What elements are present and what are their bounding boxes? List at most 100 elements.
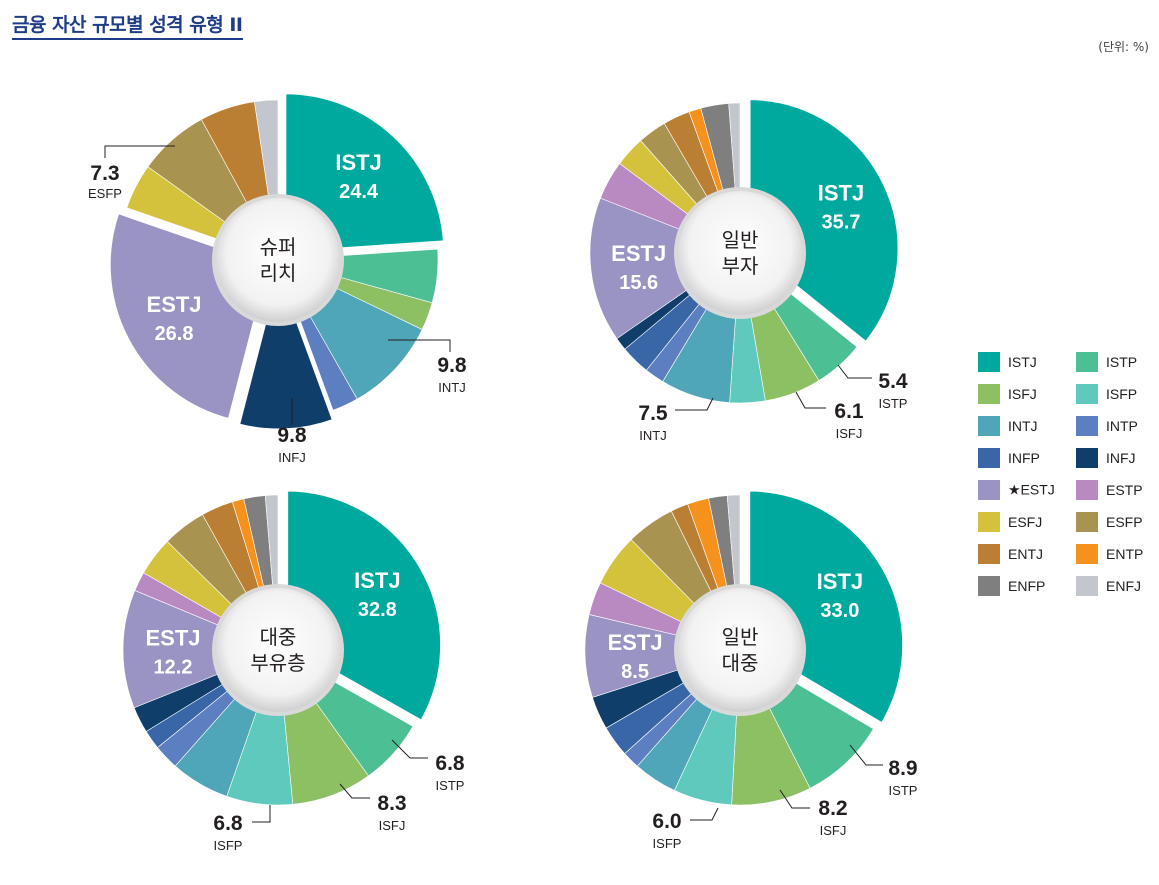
legend-swatch [978, 448, 1000, 468]
slice-label-name: ISTJ [817, 569, 863, 594]
legend-swatch [1076, 480, 1098, 500]
legend-swatch [1076, 416, 1098, 436]
legend-label: INFJ [1106, 450, 1136, 466]
slice-label-value: 32.8 [358, 599, 397, 621]
slice-label-value: 35.7 [822, 212, 861, 234]
slice-label-value: 15.6 [619, 272, 658, 294]
legend-swatch [1076, 544, 1098, 564]
legend-item-enfj: ENFJ [1076, 576, 1141, 598]
legend-label: ESFJ [1008, 514, 1043, 530]
callout-line [795, 391, 826, 409]
legend-label: ISFJ [1008, 386, 1037, 402]
callout-line [104, 145, 175, 158]
legend-label: ENFJ [1106, 578, 1141, 594]
slice-infj [236, 264, 336, 432]
legend-swatch [978, 384, 1000, 404]
legend-item-istj: ISTJ [978, 352, 1037, 374]
callout-value: 5.4 [878, 370, 908, 393]
legend-swatch [1076, 512, 1098, 532]
legend-swatch [978, 480, 1000, 500]
slice-estj [589, 197, 741, 340]
legend-swatch [978, 416, 1000, 436]
center-label: 대중 [260, 625, 297, 649]
slice-istj [283, 91, 447, 255]
legend-label: INFP [1008, 450, 1040, 466]
callout-value: 6.0 [652, 810, 681, 833]
callout-type: ESFP [88, 186, 122, 201]
callout-line [690, 807, 719, 821]
callout-line [779, 789, 810, 809]
slice-label-value: 26.8 [155, 323, 194, 345]
callout-type: ISTP [879, 396, 908, 411]
callout-value: 8.9 [888, 757, 917, 780]
slice-label-name: ISTJ [335, 150, 381, 175]
page-title: 금융 자산 규모별 성격 유형 II [12, 10, 243, 40]
legend-swatch [1076, 448, 1098, 468]
legend-item-estp: ESTP [1076, 480, 1143, 502]
center-hole [678, 588, 802, 712]
callout-type: ISFP [214, 838, 243, 853]
slice-label-value: 8.5 [621, 661, 649, 683]
legend-label: ★ESTJ [1008, 481, 1055, 498]
callout-type: ISFJ [836, 426, 863, 441]
callout-type: INFJ [278, 450, 305, 465]
legend-swatch [978, 352, 1000, 372]
pie-chart-2: ISTJ 35.7 5.4 ISTP 6.1 ISFJ 7.5 INTJ ESTJ 15.6 일반부… [589, 97, 908, 443]
slice-label-value: 12.2 [154, 656, 193, 678]
callout-line [391, 739, 428, 759]
legend-label: ISTJ [1008, 354, 1037, 370]
slice-estj [122, 590, 279, 709]
center-label: 부유층 [250, 651, 305, 675]
legend-swatch [978, 576, 1000, 596]
legend-swatch [978, 512, 1000, 532]
legend-item-infj: INFJ [1076, 448, 1136, 470]
legend-label: ISTP [1106, 354, 1138, 370]
legend-item-intj: INTJ [978, 416, 1038, 438]
callout-line [837, 364, 872, 379]
callout-line [339, 783, 370, 799]
center-label: 대중 [722, 651, 759, 675]
callout-type: ISFP [653, 836, 682, 851]
legend-item-esfj: ESFJ [978, 512, 1042, 534]
legend-swatch [1076, 576, 1098, 596]
legend-label: ENTP [1106, 546, 1144, 562]
legend-label: INTJ [1008, 418, 1038, 434]
callout-type: INTJ [438, 380, 465, 395]
center-hole [216, 588, 340, 712]
legend-item-isfp: ISFP [1076, 384, 1137, 406]
center-label: 슈퍼 [260, 235, 297, 259]
callout-type: INTJ [639, 428, 666, 443]
callout-line [388, 339, 451, 352]
legend-label: ENTJ [1008, 546, 1043, 562]
legend-label: INTP [1106, 418, 1138, 434]
legend-label: ESFP [1106, 514, 1143, 530]
slice-label-value: 24.4 [339, 181, 379, 203]
center-hole [678, 191, 802, 315]
callout-value: 6.8 [213, 812, 243, 835]
slice-label-name: ISTJ [818, 181, 864, 206]
slice-label-name: ESTJ [608, 630, 663, 655]
slice-label-name: ESTJ [145, 625, 200, 650]
legend-swatch [1076, 384, 1098, 404]
center-label: 리치 [260, 261, 297, 285]
callout-type: ISTP [889, 783, 918, 798]
center-hole [216, 198, 340, 322]
legend-label: ISFP [1106, 386, 1138, 402]
slice-label-name: ESTJ [611, 241, 666, 266]
legend-label: ENFP [1008, 578, 1046, 594]
legend-label: ESTP [1106, 482, 1143, 498]
legend-item-infp: INFP [978, 448, 1040, 470]
callout-value: 9.8 [437, 354, 467, 377]
callout-line [252, 805, 271, 823]
callout-value: 8.2 [818, 797, 847, 820]
unit-note: (단위: %) [1098, 40, 1149, 54]
legend-item-estj: ★ESTJ [978, 480, 1055, 502]
center-label: 일반 [722, 228, 759, 252]
legend-item-esfp: ESFP [1076, 512, 1143, 534]
callout-value: 8.3 [377, 792, 406, 815]
slice-label-name: ESTJ [147, 292, 202, 317]
slice-estj [584, 614, 742, 698]
